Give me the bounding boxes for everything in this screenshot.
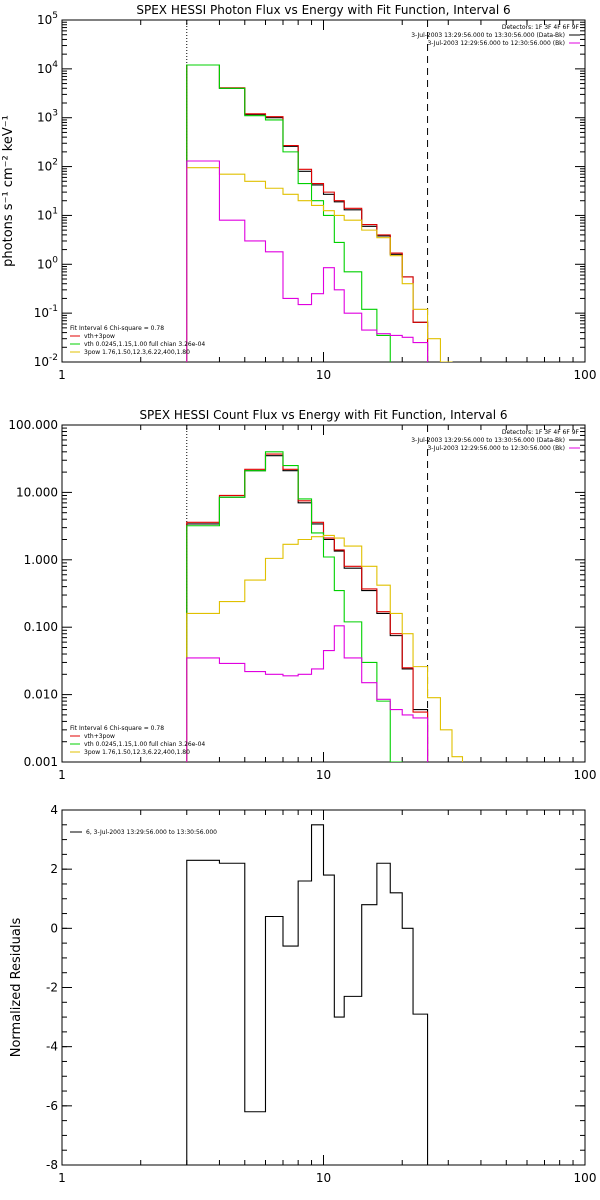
y-tick-label: 101	[37, 206, 58, 222]
legend-right-label: 3-Jul-2003 13:29:56.000 to 13:30:56.000 …	[411, 32, 565, 39]
legend-right-label: Detectors: 1F 3F 4F 6F 9F	[502, 429, 580, 436]
plot-frame	[61, 424, 586, 763]
y-tick-label: 0.010	[24, 688, 58, 702]
legend-left-label: vth 0.0245,1.15,1.00 full chian 3.26e-04	[84, 341, 205, 348]
series-2-histogram	[186, 453, 429, 762]
series-4-histogram	[186, 534, 464, 762]
series-5-histogram	[186, 625, 429, 762]
chart-panel-3: 1 10 100 -8 -6 -4 -2 0 2 4 Normalized Residuals 6, …	[9, 803, 596, 1185]
legend-left-label: vth 0.0245,1.15,1.00 full chian 3.26e-04	[84, 741, 205, 748]
y-tick-label: 0.100	[24, 620, 58, 634]
legend-left-label: 3pow 1.76,1.50,12.3,6.22,400,1.80	[84, 749, 190, 756]
chart-panel-2: SPEX HESSI Count Flux vs Energy with Fit…	[8, 408, 596, 782]
y-tick-label: 103	[37, 109, 58, 125]
legend-left-label: Fit Interval 6 Chi-square = 0.78	[70, 725, 164, 732]
y-tick-base: 10	[34, 306, 49, 320]
legend-right-label: Detectors: 1F 3F 4F 6F 9F	[502, 24, 580, 31]
series-4-histogram	[186, 167, 453, 362]
legend-right-label: 3-Jul-2003 12:29:56.000 to 12:30:56.000 …	[427, 40, 565, 47]
y-tick-label: 102	[37, 158, 58, 174]
y-tick-exponent: 4	[52, 60, 58, 70]
y-tick-exponent: 1	[52, 206, 58, 216]
series-5-histogram	[186, 160, 429, 362]
y-tick-base: 10	[37, 13, 52, 27]
y-axis-label: photons s⁻¹ cm⁻² keV⁻¹	[1, 115, 16, 267]
y-tick-exponent: 5	[52, 11, 58, 21]
x-tick-label: 10	[316, 1171, 331, 1185]
y-tick-label: 100	[37, 255, 58, 271]
legend-left-label: 6, 3-Jul-2003 13:29:56.000 to 13:30:56.0…	[86, 829, 217, 836]
series-1-histogram	[186, 64, 429, 362]
series-3-histogram	[186, 64, 391, 362]
chart-title: SPEX HESSI Photon Flux vs Energy with Fi…	[136, 3, 510, 17]
y-tick-label: -6	[46, 1099, 58, 1113]
y-tick-exponent: 0	[52, 255, 58, 265]
legend-left-label: 3pow 1.76,1.50,12.3,6.22,400,1.80	[84, 349, 190, 356]
legend-left-label: vth+3pow	[84, 733, 115, 740]
y-tick-label: -8	[46, 1158, 58, 1172]
y-tick-label: 0	[50, 921, 58, 935]
y-tick-label: 104	[37, 60, 58, 76]
y-tick-base: 10	[37, 257, 52, 271]
y-axis-label: Normalized Residuals	[9, 918, 24, 1058]
y-tick-base: 10	[37, 160, 52, 174]
legend-left-label: vth+3pow	[84, 333, 115, 340]
legend-right-label: 3-Jul-2003 13:29:56.000 to 13:30:56.000 …	[411, 437, 565, 444]
y-tick-base: 10	[34, 355, 49, 369]
x-tick-label: 10	[316, 368, 331, 382]
y-tick-label: 10.000	[16, 485, 58, 499]
y-tick-label: 0.001	[24, 755, 58, 769]
y-tick-base: 10	[37, 208, 52, 222]
series-1-histogram	[186, 455, 429, 762]
y-tick-label: 105	[37, 11, 58, 27]
y-tick-base: 10	[37, 62, 52, 76]
chart-panel-1: SPEX HESSI Photon Flux vs Energy with Fi…	[1, 3, 596, 382]
y-tick-exponent: -1	[49, 304, 58, 314]
x-tick-label: 1	[58, 368, 66, 382]
x-tick-label: 10	[316, 768, 331, 782]
y-tick-label: 10-2	[34, 353, 58, 369]
y-tick-exponent: -2	[49, 353, 58, 363]
y-tick-label: -4	[46, 1040, 58, 1054]
series-2-histogram	[186, 64, 429, 362]
y-tick-label: 100.000	[8, 418, 58, 432]
x-tick-label: 1	[58, 768, 66, 782]
x-tick-label: 100	[574, 768, 597, 782]
x-tick-label: 100	[574, 1171, 597, 1185]
y-tick-label: 1.000	[24, 553, 58, 567]
series-1-histogram	[186, 824, 429, 1165]
y-tick-label: 10-1	[34, 304, 58, 320]
legend-right-label: 3-Jul-2003 12:29:56.000 to 12:30:56.000 …	[427, 445, 565, 452]
y-tick-label: -2	[46, 981, 58, 995]
y-tick-exponent: 3	[52, 109, 58, 119]
y-tick-exponent: 2	[52, 158, 58, 168]
x-tick-label: 1	[58, 1171, 66, 1185]
legend-left-label: Fit Interval 6 Chi-square = 0.78	[70, 325, 164, 332]
x-tick-label: 100	[574, 368, 597, 382]
chart-title: SPEX HESSI Count Flux vs Energy with Fit…	[139, 408, 507, 422]
y-tick-label: 4	[50, 803, 58, 817]
y-tick-base: 10	[37, 111, 52, 125]
series-3-histogram	[186, 451, 403, 762]
y-tick-label: 2	[50, 862, 58, 876]
